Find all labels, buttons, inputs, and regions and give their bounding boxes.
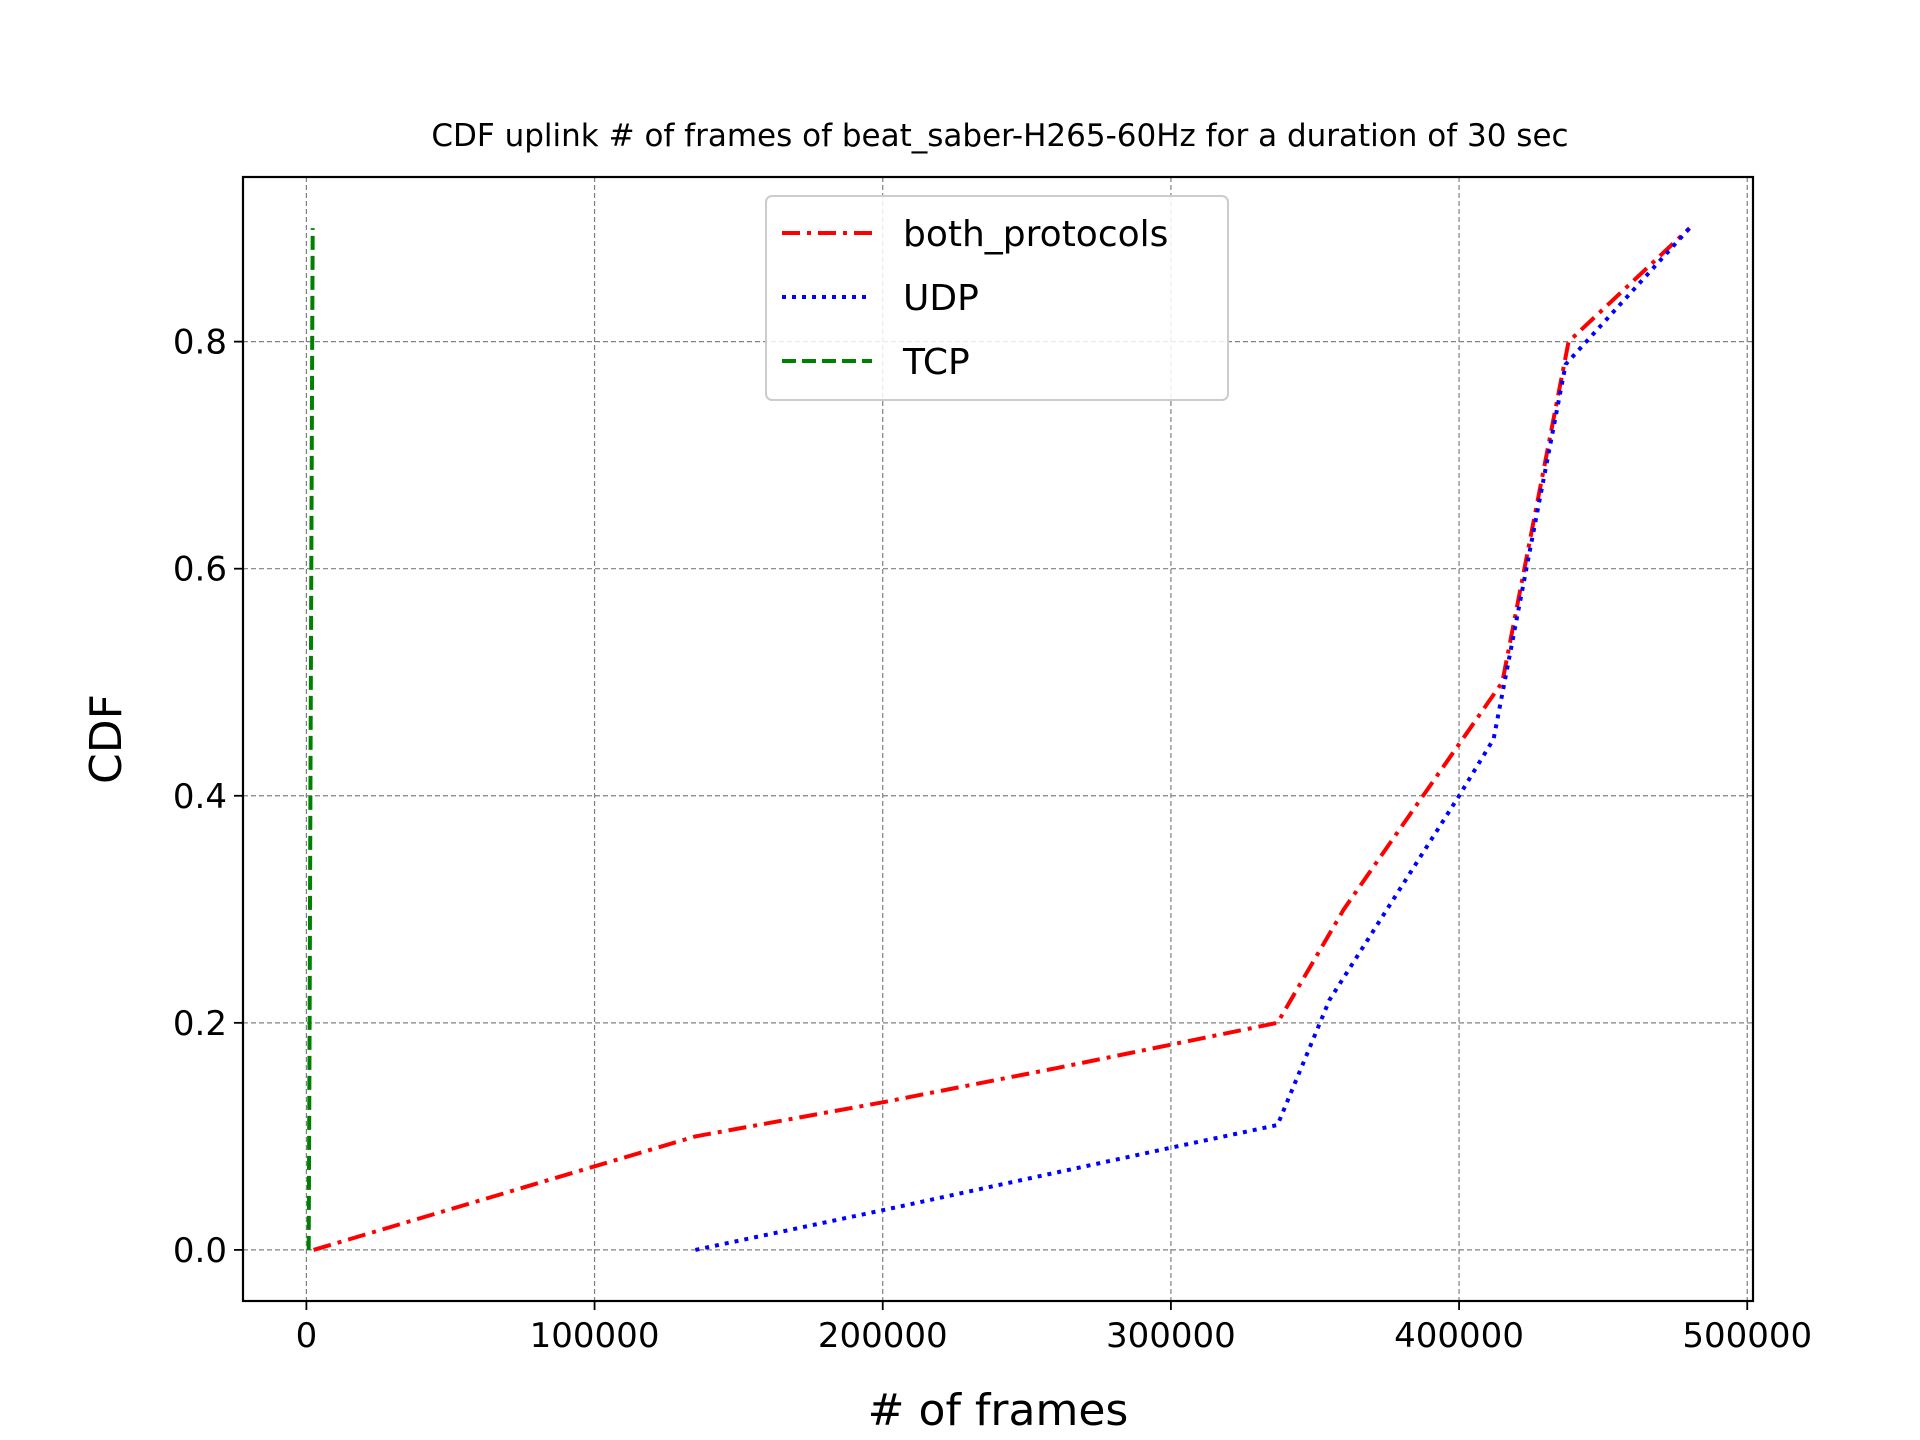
y-axis-label: CDF xyxy=(81,694,132,784)
x-axis: 0 100000 200000 300000 400000 500000 xyxy=(296,1301,1812,1356)
series-line-udp xyxy=(694,226,1692,1252)
y-tick-label: 0.6 xyxy=(173,550,227,590)
x-tick-label: 500000 xyxy=(1682,1316,1812,1356)
legend-label-tcp: TCP xyxy=(902,342,970,383)
y-tick-label: 0.4 xyxy=(173,777,227,817)
series-line-tcp xyxy=(306,228,315,1250)
chart-title: CDF uplink # of frames of beat_saber-H26… xyxy=(431,118,1568,154)
x-tick-label: 100000 xyxy=(530,1316,660,1356)
legend-label-udp: UDP xyxy=(903,278,979,319)
series-lines xyxy=(306,226,1692,1252)
x-tick-label: 0 xyxy=(296,1316,318,1356)
legend: both_protocols UDP TCP xyxy=(765,195,1229,401)
series-line-both-protocols xyxy=(313,226,1691,1252)
y-tick-label: 0.8 xyxy=(173,323,227,363)
y-tick-label: 0.0 xyxy=(173,1231,227,1271)
legend-box xyxy=(765,195,1229,401)
plot-frame xyxy=(241,175,1755,1303)
legend-label-both-protocols: both_protocols xyxy=(903,214,1168,255)
x-tick-label: 300000 xyxy=(1106,1316,1236,1356)
y-tick-label: 0.2 xyxy=(173,1004,227,1044)
x-axis-label: # of frames xyxy=(868,1385,1129,1436)
x-tick-label: 200000 xyxy=(818,1316,948,1356)
x-tick-label: 400000 xyxy=(1394,1316,1524,1356)
y-axis: 0.0 0.2 0.4 0.6 0.8 xyxy=(173,323,243,1271)
